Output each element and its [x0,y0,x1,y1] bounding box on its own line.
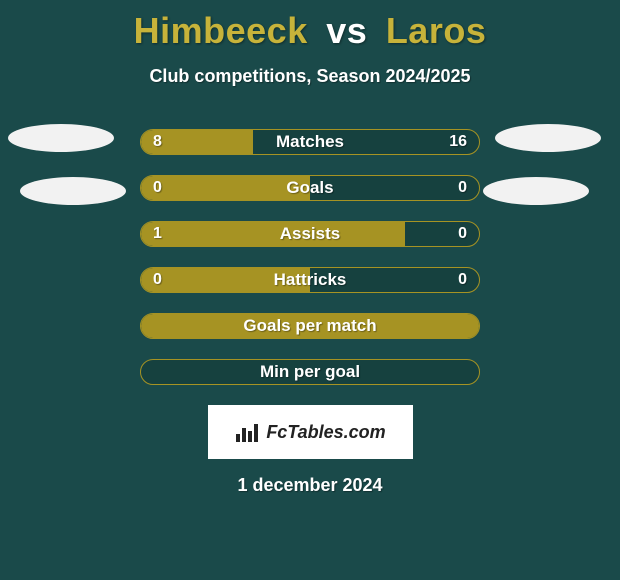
logo-bars-icon [234,420,260,444]
stat-bars: 816Matches 00Goals 10Assists 00Hattricks Goa… [0,129,620,385]
stat-label: Goals per match [141,314,479,338]
player1-name: Himbeeck [134,10,308,51]
stat-label: Hattricks [141,268,479,292]
stat-row: 816Matches [140,129,480,155]
player1-photo-placeholder [8,124,114,152]
logo-text: FcTables.com [266,422,385,443]
player2-name: Laros [386,10,487,51]
stat-row: Min per goal [140,359,480,385]
player1-club-placeholder [20,177,126,205]
fctables-logo: FcTables.com [208,405,413,459]
generation-date: 1 december 2024 [0,475,620,496]
player2-photo-placeholder [495,124,601,152]
stat-row: 10Assists [140,221,480,247]
player2-club-placeholder [483,177,589,205]
stat-row: 00Goals [140,175,480,201]
stat-label: Goals [141,176,479,200]
title: Himbeeck vs Laros [0,0,620,52]
subtitle: Club competitions, Season 2024/2025 [0,66,620,87]
comparison-infographic: Himbeeck vs Laros Club competitions, Sea… [0,0,620,580]
stat-row: Goals per match [140,313,480,339]
stat-row: 00Hattricks [140,267,480,293]
stat-label: Min per goal [141,360,479,384]
title-vs: vs [326,10,367,51]
stat-label: Matches [141,130,479,154]
stat-label: Assists [141,222,479,246]
